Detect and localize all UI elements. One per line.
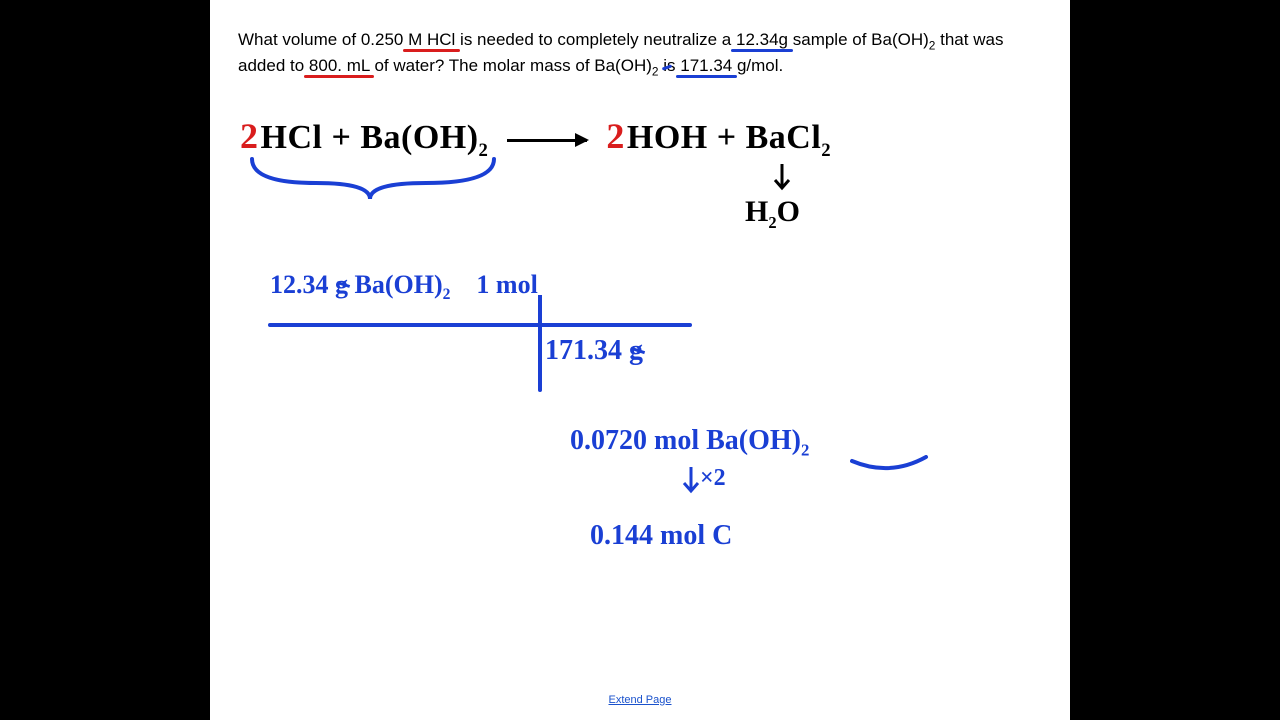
problem-prefix: What volume of 0.250	[238, 30, 403, 49]
extend-page-link[interactable]: Extend Page	[609, 694, 672, 706]
molarmass-underlined: 171.34	[676, 56, 737, 75]
mol-baoh2: 0.0720 mol Ba(OH)2	[570, 425, 809, 461]
whiteboard-page: What volume of 0.250 M HCl is needed to …	[210, 0, 1070, 720]
eq-baoh: Ba(OH)	[360, 119, 478, 156]
conversion-bottom: 171.34 g	[545, 335, 643, 367]
h2o-label: H2O	[745, 195, 800, 233]
coefficient-2: 2	[606, 116, 625, 156]
brace-icon	[246, 155, 506, 205]
problem-suffix: g/mol.	[737, 56, 783, 75]
reaction-arrow-icon	[507, 139, 587, 142]
problem-mid1: is needed to completely neutralize a	[460, 30, 731, 49]
hcl-underlined: M HCl	[403, 30, 460, 49]
eq-hoh: HOH	[627, 119, 708, 156]
coefficient-1: 2	[240, 116, 259, 156]
down-arrow-icon	[770, 162, 794, 196]
problem-mid4: of water? The molar mass of Ba(OH)	[374, 56, 651, 75]
times-two: ×2	[700, 465, 726, 492]
final-mol: 0.144 mol C	[590, 520, 732, 552]
problem-mid2: sample of Ba(OH)	[793, 30, 929, 49]
strike-g-2: g	[629, 335, 643, 366]
eq-plus2: +	[708, 119, 746, 156]
sample-underlined: 12.34g	[731, 30, 792, 49]
problem-statement: What volume of 0.250 M HCl is needed to …	[238, 28, 1042, 80]
underline-curve-icon	[850, 455, 930, 485]
ml-underlined: 800. mL	[304, 56, 374, 75]
eq-plus1: +	[322, 119, 360, 156]
eq-hcl: HCl	[261, 119, 323, 156]
down-arrow-2-icon	[680, 465, 702, 499]
eq-bacl: BaCl	[746, 119, 822, 156]
